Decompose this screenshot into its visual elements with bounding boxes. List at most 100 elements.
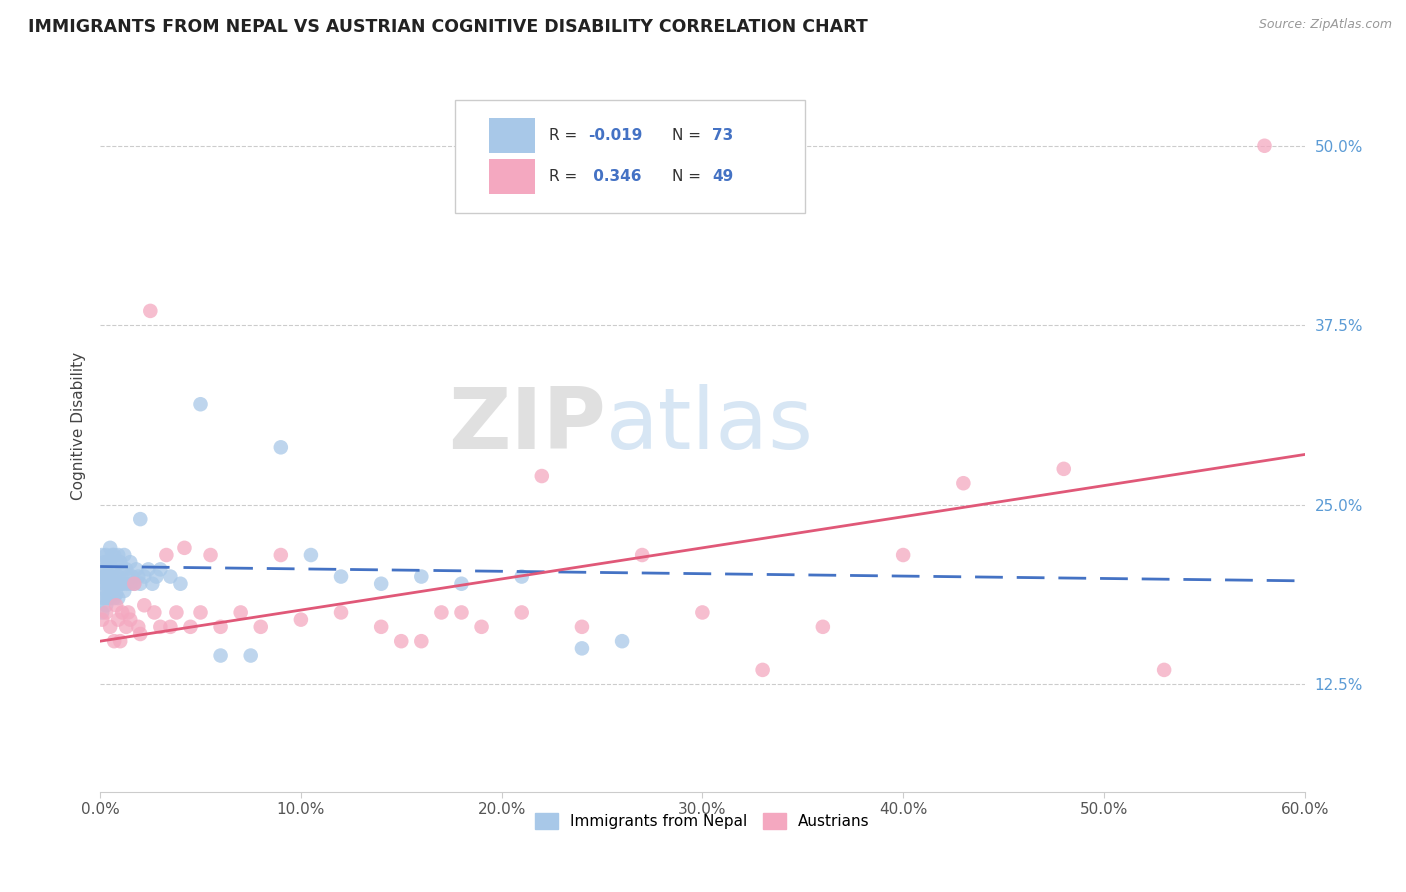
Point <box>120 555 142 569</box>
Point <box>631 548 654 562</box>
Point <box>127 569 149 583</box>
Point <box>270 440 292 454</box>
Point <box>115 562 138 576</box>
Point <box>139 304 162 318</box>
Point <box>94 562 117 576</box>
Point <box>101 569 124 583</box>
Point <box>98 620 121 634</box>
Point <box>115 620 138 634</box>
Point <box>155 548 177 562</box>
Point <box>190 397 212 411</box>
Point <box>450 576 472 591</box>
Point <box>117 569 139 583</box>
Point <box>98 576 121 591</box>
Point <box>571 641 593 656</box>
Point <box>136 562 159 576</box>
Point <box>450 606 472 620</box>
Point <box>330 569 353 583</box>
Point <box>165 606 187 620</box>
Point <box>127 620 149 634</box>
Point <box>111 576 134 591</box>
Point <box>107 569 129 583</box>
Text: R =: R = <box>550 128 582 144</box>
Point <box>169 576 191 591</box>
Point <box>270 548 292 562</box>
Point <box>97 576 120 591</box>
Point <box>91 576 114 591</box>
Point <box>692 606 714 620</box>
Point <box>115 576 138 591</box>
Point <box>117 606 139 620</box>
Point <box>471 620 494 634</box>
Point <box>94 573 117 587</box>
Point <box>159 620 181 634</box>
Point <box>145 569 167 583</box>
Point <box>370 620 392 634</box>
Point <box>91 591 114 606</box>
Text: Source: ZipAtlas.com: Source: ZipAtlas.com <box>1258 18 1392 31</box>
Point <box>530 469 553 483</box>
Point <box>108 576 131 591</box>
Point <box>120 613 142 627</box>
Point <box>134 599 156 613</box>
Point <box>94 606 117 620</box>
Point <box>98 591 121 606</box>
Point <box>209 620 232 634</box>
Text: IMMIGRANTS FROM NEPAL VS AUSTRIAN COGNITIVE DISABILITY CORRELATION CHART: IMMIGRANTS FROM NEPAL VS AUSTRIAN COGNIT… <box>28 18 868 36</box>
Text: N =: N = <box>672 169 706 185</box>
Point <box>105 555 128 569</box>
Point <box>101 548 124 562</box>
Point <box>103 569 125 583</box>
Legend: Immigrants from Nepal, Austrians: Immigrants from Nepal, Austrians <box>529 807 876 836</box>
Text: ZIP: ZIP <box>449 384 606 467</box>
Point <box>411 569 433 583</box>
Point <box>239 648 262 663</box>
Point <box>159 569 181 583</box>
Text: 73: 73 <box>711 128 734 144</box>
Point <box>94 548 117 562</box>
Point <box>107 548 129 562</box>
Point <box>101 583 124 598</box>
Point <box>93 576 115 591</box>
Point <box>510 569 533 583</box>
Point <box>112 583 135 598</box>
Point <box>411 634 433 648</box>
Point <box>91 606 114 620</box>
Bar <box>489 118 534 153</box>
Point <box>105 599 128 613</box>
Point <box>93 591 115 606</box>
Point <box>190 606 212 620</box>
Text: -0.019: -0.019 <box>588 128 643 144</box>
Point <box>112 548 135 562</box>
Point <box>108 555 131 569</box>
Point <box>107 591 129 606</box>
Point <box>299 548 322 562</box>
Point <box>120 576 142 591</box>
Point <box>103 576 125 591</box>
Point <box>610 634 633 648</box>
Point <box>149 562 172 576</box>
Text: 0.346: 0.346 <box>588 169 641 185</box>
Point <box>1253 138 1275 153</box>
Point <box>101 562 124 576</box>
Point <box>91 613 114 627</box>
Point <box>129 576 152 591</box>
Point <box>1153 663 1175 677</box>
Point <box>103 634 125 648</box>
Point <box>129 627 152 641</box>
Point <box>149 620 172 634</box>
Point <box>97 591 120 606</box>
Text: 49: 49 <box>711 169 734 185</box>
Point <box>122 576 145 591</box>
Point <box>98 541 121 555</box>
Point <box>330 606 353 620</box>
Point <box>1053 462 1076 476</box>
Point <box>125 562 148 576</box>
Point <box>134 569 156 583</box>
Point <box>143 606 166 620</box>
Point <box>571 620 593 634</box>
Point <box>91 562 114 576</box>
FancyBboxPatch shape <box>456 100 804 213</box>
Point <box>430 606 453 620</box>
Point <box>98 555 121 569</box>
